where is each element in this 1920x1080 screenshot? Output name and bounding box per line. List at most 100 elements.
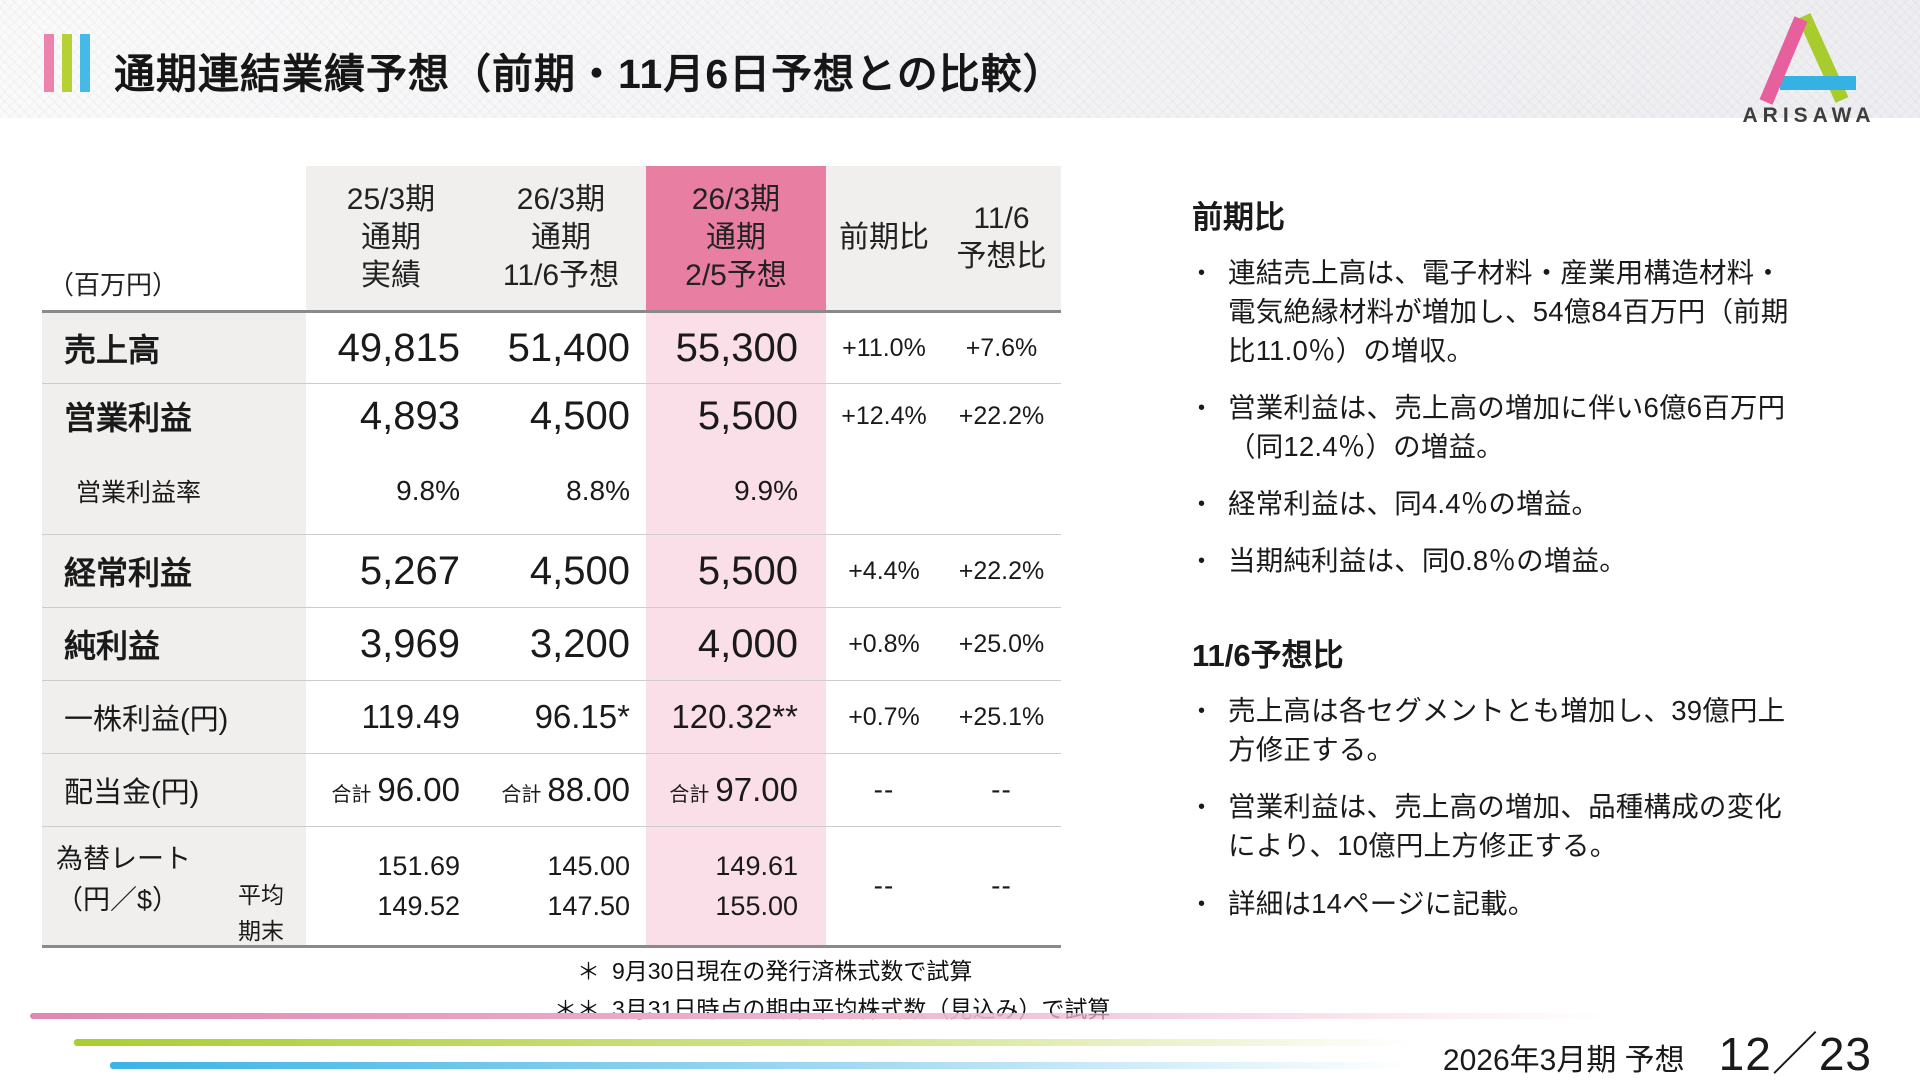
cell-yoy: +0.8% xyxy=(848,629,920,658)
cell-yoy: +12.4% xyxy=(841,401,927,430)
footer-line-blue xyxy=(110,1062,1410,1069)
total-prefix: 合計 xyxy=(501,783,542,806)
row-label: 営業利益率 xyxy=(42,448,306,534)
col-header-yoy: 前期比 xyxy=(826,166,942,310)
section-heading-vs-forecast: 11/6予想比 xyxy=(1192,638,1344,674)
page-title: 通期連結業績予想（前期・11月6日予想との比較） xyxy=(114,51,1065,97)
footer-line-pink xyxy=(30,1013,1610,1019)
fx-label-line1: 為替レート xyxy=(56,844,191,874)
bullet-text: 連結売上高は、電子材料・産業用構造材料・電気絶縁材料が増加し、54億84百万円（… xyxy=(1228,257,1789,367)
fx-end: 147.50 xyxy=(547,891,630,921)
cell-yoy xyxy=(826,448,942,534)
bullet-item: • 連結売上高は、電子材料・産業用構造材料・電気絶縁材料が増加し、54億84百万… xyxy=(1192,253,1792,370)
bullet-list-yoy: • 連結売上高は、電子材料・産業用構造材料・電気絶縁材料が増加し、54億84百万… xyxy=(1192,253,1792,580)
cell-yoy: -- xyxy=(873,870,895,901)
cell-vs-forecast: +22.2% xyxy=(958,401,1045,430)
cell-vs-forecast: +25.0% xyxy=(958,629,1045,658)
bullet-icon: • xyxy=(1198,493,1206,516)
cell-value: 合計 96.00 xyxy=(306,754,476,826)
bullet-text: 詳細は14ページに記載。 xyxy=(1228,887,1536,919)
cell-value: 3,200 xyxy=(529,621,630,666)
row-label: 配当金(円) xyxy=(42,754,306,826)
table-row-operating-margin: 営業利益率 9.8% 8.8% 9.9% xyxy=(42,448,1061,535)
dividend-value: 88.00 xyxy=(547,771,630,808)
section-heading-yoy: 前期比 xyxy=(1192,200,1285,235)
cell-value-highlight: 149.61 155.00 xyxy=(646,827,826,945)
arisawa-logo: ARISAWA xyxy=(1724,6,1894,128)
row-label: 営業利益 xyxy=(42,384,306,448)
cell-yoy: -- xyxy=(873,774,895,805)
header-band xyxy=(0,0,1920,118)
forecast-table: （百万円） 25/3期 通期 実績 26/3期 通期 11/6予想 26/3期 … xyxy=(42,166,1061,948)
logo-text: ARISAWA xyxy=(1742,104,1876,127)
table-row-net-profit: 純利益 3,969 3,200 4,000 +0.8% +25.0% xyxy=(42,608,1061,681)
fx-end: 155.00 xyxy=(715,891,798,921)
commentary-panel: 前期比 • 連結売上高は、電子材料・産業用構造材料・電気絶縁材料が増加し、54億… xyxy=(1192,192,1792,941)
footer-label: 2026年3月期 予想 xyxy=(1442,1044,1685,1077)
cell-value: 4,893 xyxy=(359,393,460,438)
table-row-operating-profit: 営業利益 4,893 4,500 5,500 +12.4% +22.2% xyxy=(42,384,1061,448)
fx-label-line2: （円／$） xyxy=(56,885,180,915)
bullet-item: • 当期純利益は、同0.8％の増益。 xyxy=(1192,541,1792,580)
footer: 2026年3月期 予想 12／23 xyxy=(1443,1018,1872,1080)
arisawa-triangle-icon xyxy=(1759,13,1856,105)
page-number: 12／23 xyxy=(1718,1028,1872,1080)
fx-end: 149.52 xyxy=(377,891,460,921)
cell-value: 8.8% xyxy=(566,475,630,506)
table-row-fx-rate: 為替レート （円／$） 平均 期末 151.69 149.52 145.00 1… xyxy=(42,827,1061,948)
cell-value-highlight: 5,500 xyxy=(646,384,826,448)
cell-vs-forecast: -- xyxy=(991,870,1012,901)
cell-yoy: +0.7% xyxy=(848,702,920,731)
bullet-list-vs-forecast: • 売上高は各セグメントとも増加し、39億円上方修正する。 • 営業利益は、売上… xyxy=(1192,691,1792,922)
bullet-item: • 営業利益は、売上高の増加、品種構成の変化により、10億円上方修正する。 xyxy=(1192,787,1792,865)
cell-yoy: +11.0% xyxy=(842,333,926,362)
row-label: 為替レート （円／$） 平均 期末 xyxy=(42,827,306,945)
cell-value: 119.49 xyxy=(361,698,460,735)
bullet-item: • 詳細は14ページに記載。 xyxy=(1192,884,1792,923)
footnote-text: 9月30日現在の発行済株式数で試算 xyxy=(612,958,973,984)
fx-avg: 145.00 xyxy=(547,850,630,881)
cell-vs-forecast: +22.2% xyxy=(958,556,1045,585)
total-prefix: 合計 xyxy=(331,783,372,806)
bullet-text: 営業利益は、売上高の増加、品種構成の変化により、10億円上方修正する。 xyxy=(1228,791,1782,862)
row-label: 売上高 xyxy=(42,313,306,383)
footnote-1: ＊ 9月30日現在の発行済株式数で試算 xyxy=(552,952,1110,986)
cell-value: 4,500 xyxy=(529,393,630,438)
bar-pink xyxy=(44,34,54,92)
dividend-value: 96.00 xyxy=(377,771,460,808)
cell-value: 3,969 xyxy=(359,621,460,666)
row-label: 純利益 xyxy=(42,608,306,680)
cell-value-highlight: 55,300 xyxy=(646,313,826,383)
cell-vs-forecast xyxy=(942,448,1061,534)
cell-value-highlight: 9.9% xyxy=(646,448,826,534)
bar-green xyxy=(62,34,72,92)
cell-value-highlight: 合計 97.00 xyxy=(646,754,826,826)
bullet-icon: • xyxy=(1198,397,1206,420)
col-header-fy26-nov-forecast: 26/3期 通期 11/6予想 xyxy=(476,166,646,310)
cell-vs-forecast: +25.1% xyxy=(958,702,1045,731)
table-row-eps: 一株利益(円) 119.49 96.15* 120.32** +0.7% +25… xyxy=(42,681,1061,754)
cell-value: 9.8% xyxy=(396,475,460,506)
footnote-mark: ＊ xyxy=(577,958,600,984)
cell-yoy: +4.4% xyxy=(848,556,920,585)
col-header-vs-forecast: 11/6 予想比 xyxy=(942,166,1061,310)
col-header-fy26-feb-forecast: 26/3期 通期 2/5予想 xyxy=(646,166,826,310)
cell-vs-forecast: +7.6% xyxy=(965,333,1038,362)
cell-vs-forecast: -- xyxy=(991,774,1012,805)
cell-value: 51,400 xyxy=(507,325,630,370)
cell-value: 151.69 149.52 xyxy=(306,827,476,945)
table-row-sales: 売上高 49,815 51,400 55,300 +11.0% +7.6% xyxy=(42,313,1061,384)
fx-avg: 149.61 xyxy=(715,850,798,881)
table-row-ordinary-profit: 経常利益 5,267 4,500 5,500 +4.4% +22.2% xyxy=(42,535,1061,608)
table-header-row: （百万円） 25/3期 通期 実績 26/3期 通期 11/6予想 26/3期 … xyxy=(42,166,1061,313)
fx-sub-avg: 平均 xyxy=(238,882,284,908)
cell-value: 49,815 xyxy=(337,325,460,370)
cell-value-highlight: 4,000 xyxy=(646,608,826,680)
footer-line-green xyxy=(74,1039,1414,1046)
col-header-fy25-actual: 25/3期 通期 実績 xyxy=(306,166,476,310)
bullet-item: • 売上高は各セグメントとも増加し、39億円上方修正する。 xyxy=(1192,691,1792,769)
bullet-icon: • xyxy=(1198,262,1206,284)
total-prefix: 合計 xyxy=(669,783,710,806)
cell-value-highlight: 120.32** xyxy=(646,681,826,753)
